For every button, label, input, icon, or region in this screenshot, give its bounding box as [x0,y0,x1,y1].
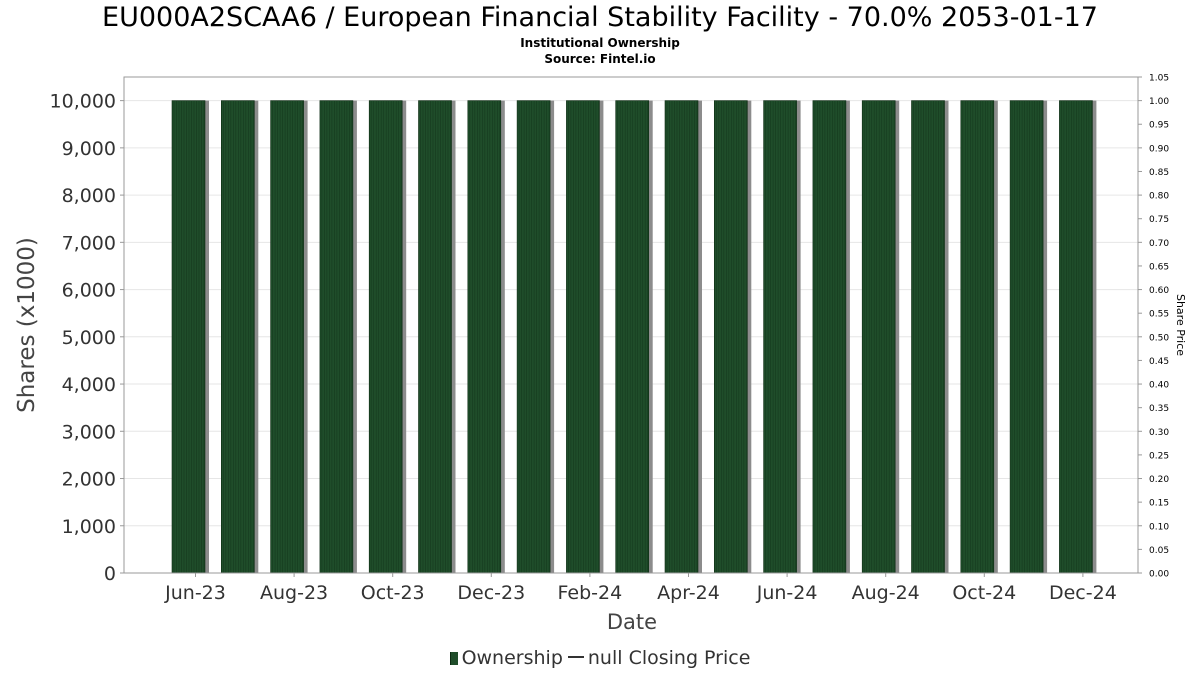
x-tick-label: Jun-23 [164,582,226,604]
y2-tick-label: 0.80 [1149,192,1169,202]
y2-tick-label: 1.00 [1149,97,1169,107]
x-tick-label: Jun-24 [756,582,818,604]
y-tick-label: 1,000 [62,516,116,538]
x-axis: Jun-23 Aug-23 Oct-23 Dec-23 Feb-24 Apr-24 Jun-… [164,573,1117,604]
ownership-bar [812,100,850,574]
y2-tick-label: 0.65 [1149,262,1169,272]
y-tick-label: 4,000 [62,374,116,396]
y-tick-label: 0 [104,563,116,585]
bar-body [418,100,452,574]
x-axis-label: Date [607,610,657,634]
y-tick-label: 10,000 [50,91,116,113]
ownership-bar [960,100,998,574]
y2-tick-label: 0.95 [1149,121,1169,131]
bar-body [1059,100,1093,574]
left-y-axis: 0 1,000 2,000 3,000 4,000 5,000 6,000 7,000 8,00… [50,91,124,585]
ownership-bar [861,100,900,574]
ownership-bar [467,100,505,574]
x-tick-label: Apr-24 [657,582,720,604]
x-tick-label: Aug-24 [852,582,920,604]
legend-ownership-label: Ownership [461,647,563,669]
ownership-bar [566,100,604,574]
ownership-bar [368,100,407,574]
ownership-bar [516,100,555,574]
y-tick-label: 2,000 [62,469,116,491]
y2-tick-label: 0.30 [1149,428,1169,438]
bar-body [467,100,502,574]
x-tick-label: Feb-24 [558,582,623,604]
ownership-bar [171,100,209,574]
y2-tick-label: 0.15 [1149,499,1169,509]
ownership-bar [1059,100,1097,574]
ownership-legend-swatch [449,652,458,665]
chart-legend: Ownership null Closing Price [0,647,1200,669]
y2-tick-label: 0.90 [1149,144,1169,154]
y2-tick-label: 0.75 [1149,215,1169,225]
bar-body [615,100,650,574]
legend-price-label: null Closing Price [587,647,751,669]
chart-title: EU000A2SCAA6 / European Financial Stabil… [102,2,1098,33]
bar-body [1009,100,1044,574]
ownership-bar [1009,100,1048,574]
ownership-bar [270,100,308,574]
ownership-bar [615,100,653,574]
y-axis-label: Shares (x1000) [14,237,40,413]
y2-tick-label: 0.20 [1149,475,1169,485]
ownership-bar [713,100,752,574]
y-tick-label: 6,000 [62,280,116,302]
y2-tick-label: 0.50 [1149,333,1169,343]
bar-body [763,100,797,574]
y2-tick-label: 0.60 [1149,286,1169,296]
ownership-bar [418,100,456,574]
ownership-bar [911,100,949,574]
y2-tick-label: 0.45 [1149,357,1169,367]
bar-body [812,100,847,574]
y2-tick-label: 0.85 [1149,168,1169,178]
right-y-axis: 0.00 0.05 0.10 0.15 0.20 0.25 0.30 0.35 0.40 0.45… [1138,74,1169,580]
y2-tick-label: 0.70 [1149,239,1169,249]
x-tick-label: Dec-23 [457,582,525,604]
chart-subtitle-ownership: Institutional Ownership [520,36,680,50]
bar-body [171,100,206,574]
bar-body [566,100,600,574]
ownership-bar [664,100,702,574]
bar-body [713,100,748,574]
y2-tick-label: 0.05 [1149,546,1169,556]
bar-body [911,100,945,574]
y-tick-label: 5,000 [62,327,116,349]
bar-body [861,100,896,574]
x-tick-label: Aug-23 [260,582,328,604]
y-tick-label: 7,000 [62,232,116,254]
ownership-bar [221,100,259,574]
bar-body [368,100,403,574]
ownership-bar [763,100,801,574]
closing-price-legend-line [567,656,584,658]
x-tick-label: Oct-24 [952,582,1016,604]
y-tick-label: 3,000 [62,421,116,443]
plot-area-frame [123,76,1139,574]
x-tick-label: Dec-24 [1049,582,1117,604]
y2-tick-label: 0.10 [1149,522,1169,532]
bar-body [319,100,354,574]
bar-body [516,100,551,574]
chart-subtitle-source: Source: Fintel.io [544,52,656,66]
right-axis-label: Share Price [1174,294,1187,356]
bar-body [664,100,699,574]
y2-tick-label: 0.35 [1149,404,1169,414]
bar-body [960,100,995,574]
y2-tick-label: 0.25 [1149,451,1169,461]
bar-body [221,100,255,574]
y2-tick-label: 0.55 [1149,310,1169,320]
y2-tick-label: 0.40 [1149,381,1169,391]
ownership-bars [171,100,1097,574]
ownership-bar [319,100,357,574]
y-tick-label: 8,000 [62,185,116,207]
x-tick-label: Oct-23 [361,582,425,604]
y-tick-label: 9,000 [62,138,116,160]
y2-tick-label: 0.00 [1149,570,1169,580]
y2-tick-label: 1.05 [1149,74,1169,84]
bar-body [270,100,304,574]
